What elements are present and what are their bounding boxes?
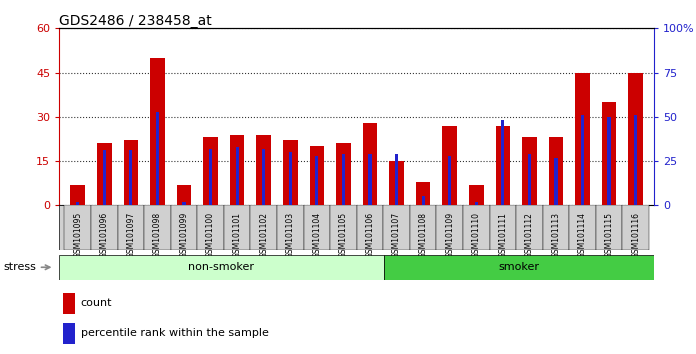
Text: GSM101108: GSM101108 — [418, 212, 427, 258]
Bar — [389, 161, 404, 205]
Text: GSM101101: GSM101101 — [232, 212, 242, 258]
Text: percentile rank within the sample: percentile rank within the sample — [81, 328, 269, 338]
Bar — [224, 205, 251, 250]
Bar — [144, 205, 171, 250]
Text: GSM101113: GSM101113 — [551, 212, 560, 258]
Bar — [150, 58, 165, 205]
Bar — [383, 255, 654, 280]
Bar — [448, 156, 451, 205]
Bar — [528, 154, 531, 205]
Text: GSM101098: GSM101098 — [153, 212, 162, 258]
Bar — [363, 123, 377, 205]
Bar — [569, 205, 596, 250]
Bar — [124, 141, 139, 205]
Bar — [182, 202, 186, 205]
Text: stress: stress — [3, 262, 50, 272]
Text: non-smoker: non-smoker — [189, 262, 255, 272]
Bar — [469, 185, 484, 205]
Text: GSM101111: GSM101111 — [498, 212, 507, 258]
Text: GSM101096: GSM101096 — [100, 212, 109, 258]
Bar — [634, 115, 638, 205]
Bar — [602, 102, 617, 205]
Bar — [608, 117, 610, 205]
Bar — [336, 143, 351, 205]
Bar — [395, 154, 398, 205]
Bar — [256, 135, 271, 205]
Bar — [416, 182, 430, 205]
Bar — [357, 205, 383, 250]
Bar — [129, 150, 132, 205]
Text: GSM101109: GSM101109 — [445, 212, 454, 258]
Bar — [522, 137, 537, 205]
Text: GSM101099: GSM101099 — [180, 212, 189, 258]
Text: GSM101103: GSM101103 — [286, 212, 295, 258]
Bar — [70, 185, 85, 205]
Bar — [548, 137, 563, 205]
Text: GSM101104: GSM101104 — [313, 212, 322, 258]
Bar — [76, 202, 79, 205]
Text: GSM101110: GSM101110 — [472, 212, 481, 258]
Bar — [383, 205, 410, 250]
Bar — [197, 205, 224, 250]
Bar — [575, 73, 590, 205]
Bar — [489, 205, 516, 250]
Bar — [209, 149, 212, 205]
Bar — [496, 126, 510, 205]
Text: GSM101105: GSM101105 — [339, 212, 348, 258]
Bar — [59, 255, 383, 280]
Bar — [283, 141, 298, 205]
Text: GSM101106: GSM101106 — [365, 212, 374, 258]
Bar — [118, 205, 144, 250]
Bar — [463, 205, 489, 250]
Bar — [622, 205, 649, 250]
Bar — [103, 150, 106, 205]
Bar — [422, 196, 425, 205]
Text: count: count — [81, 298, 112, 308]
Bar — [235, 147, 239, 205]
Bar — [177, 185, 191, 205]
Text: smoker: smoker — [498, 262, 539, 272]
Bar — [277, 205, 303, 250]
Text: GSM101115: GSM101115 — [605, 212, 614, 258]
Bar — [303, 205, 330, 250]
Bar — [342, 154, 345, 205]
Text: GSM101114: GSM101114 — [578, 212, 587, 258]
Bar — [368, 154, 372, 205]
Bar — [554, 158, 557, 205]
Text: GSM101100: GSM101100 — [206, 212, 215, 258]
Bar — [289, 152, 292, 205]
Bar — [262, 149, 265, 205]
Text: GSM101102: GSM101102 — [259, 212, 268, 258]
Bar — [543, 205, 569, 250]
Text: GSM101095: GSM101095 — [73, 212, 82, 258]
Text: GSM101097: GSM101097 — [127, 212, 136, 258]
Bar — [501, 120, 505, 205]
Bar — [171, 205, 197, 250]
Bar — [203, 137, 218, 205]
Bar — [230, 135, 244, 205]
Bar — [97, 143, 111, 205]
Bar — [475, 202, 478, 205]
Bar — [628, 73, 643, 205]
Bar — [330, 205, 357, 250]
Bar — [596, 205, 622, 250]
Bar — [251, 205, 277, 250]
Text: GSM101107: GSM101107 — [392, 212, 401, 258]
Bar — [315, 156, 319, 205]
Bar — [436, 205, 463, 250]
Bar — [443, 126, 457, 205]
Bar — [310, 146, 324, 205]
Text: GDS2486 / 238458_at: GDS2486 / 238458_at — [59, 14, 212, 28]
Bar — [91, 205, 118, 250]
Text: GSM101116: GSM101116 — [631, 212, 640, 258]
Bar — [63, 293, 75, 314]
Bar — [65, 205, 91, 250]
Bar — [156, 112, 159, 205]
Text: GSM101112: GSM101112 — [525, 212, 534, 258]
Bar — [410, 205, 436, 250]
Bar — [516, 205, 543, 250]
Bar — [63, 323, 75, 344]
Bar — [581, 115, 584, 205]
